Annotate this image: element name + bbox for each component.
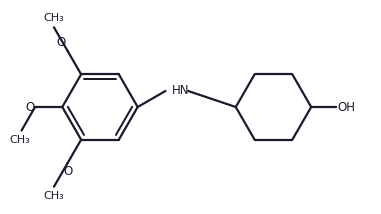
Text: O: O (56, 36, 66, 49)
Text: CH₃: CH₃ (43, 191, 64, 201)
Text: O: O (26, 101, 35, 113)
Text: HN: HN (172, 85, 190, 97)
Text: O: O (63, 165, 72, 178)
Text: CH₃: CH₃ (9, 135, 30, 145)
Text: CH₃: CH₃ (43, 13, 64, 23)
Text: OH: OH (338, 101, 355, 113)
